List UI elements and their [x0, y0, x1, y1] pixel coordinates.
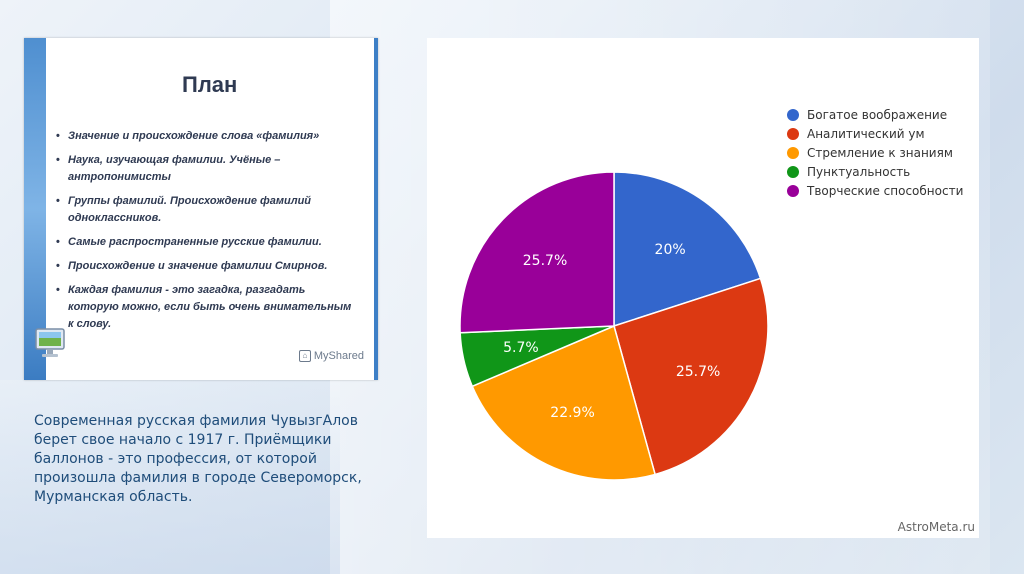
legend-dot	[787, 109, 799, 121]
legend-item: Богатое воображение	[785, 108, 975, 123]
myshared-watermark: ⌂ MyShared	[298, 350, 364, 362]
legend-label: Творческие способности	[807, 184, 964, 198]
chart-legend: Богатое воображение Аналитический ум Стрем…	[785, 108, 975, 203]
slide-right-stripe	[374, 38, 378, 380]
slice-label: 22.9%	[550, 405, 594, 421]
pie-slice	[459, 171, 615, 334]
slice-label: 5.7%	[503, 340, 539, 356]
chart-watermark: AstroMeta.ru	[897, 520, 975, 534]
legend-label: Аналитический ум	[807, 127, 925, 141]
plan-title: План	[182, 72, 238, 97]
pie-slice	[613, 171, 762, 328]
plan-item: Самые распространенные русские фамилии.	[56, 234, 356, 251]
legend-label: Стремление к знаниям	[807, 146, 953, 160]
plan-list: Значение и происхождение слова «фамилия»…	[56, 128, 356, 340]
legend-label: Богатое воображение	[807, 108, 948, 122]
plan-item: Значение и происхождение слова «фамилия»	[56, 128, 356, 145]
legend-dot	[787, 185, 799, 197]
plan-item: Происхождение и значение фамилии Смирнов…	[56, 258, 356, 275]
plan-item: Группы фамилий. Происхождение фамилий од…	[56, 193, 356, 227]
pie-chart: 20% 25.7% 22.9% 5.7% 25.7%	[459, 171, 769, 481]
myshared-icon: ⌂	[298, 350, 311, 362]
legend-dot	[787, 166, 799, 178]
plan-item: Наука, изучающая фамилии. Учёные – антро…	[56, 152, 356, 186]
slice-label: 25.7%	[676, 364, 720, 380]
slice-label: 25.7%	[523, 253, 567, 269]
background-band-lower	[0, 380, 340, 574]
monitor-icon	[35, 328, 65, 357]
legend-dot	[787, 128, 799, 140]
pie-slice	[613, 277, 769, 476]
pie-slice	[471, 324, 657, 481]
legend-item: Творческие способности	[785, 184, 975, 199]
pie-chart-panel: 20% 25.7% 22.9% 5.7% 25.7% Богатое воображен…	[427, 38, 979, 538]
plan-slide-image: План Значение и происхождение слова «фам…	[24, 38, 378, 380]
legend-label: Пунктуальность	[807, 165, 911, 179]
legend-dot	[787, 147, 799, 159]
legend-item: Стремление к знаниям	[785, 146, 975, 161]
slice-label: 20%	[655, 242, 686, 258]
plan-item: Каждая фамилия - это загадка, разгадать …	[56, 282, 356, 333]
legend-item: Аналитический ум	[785, 127, 975, 142]
myshared-text: MyShared	[313, 350, 364, 362]
legend-item: Пунктуальность	[785, 165, 975, 180]
slide-left-stripe	[24, 38, 46, 380]
caption-text: Современная русская фамилия ЧувызгАлов б…	[34, 413, 362, 505]
